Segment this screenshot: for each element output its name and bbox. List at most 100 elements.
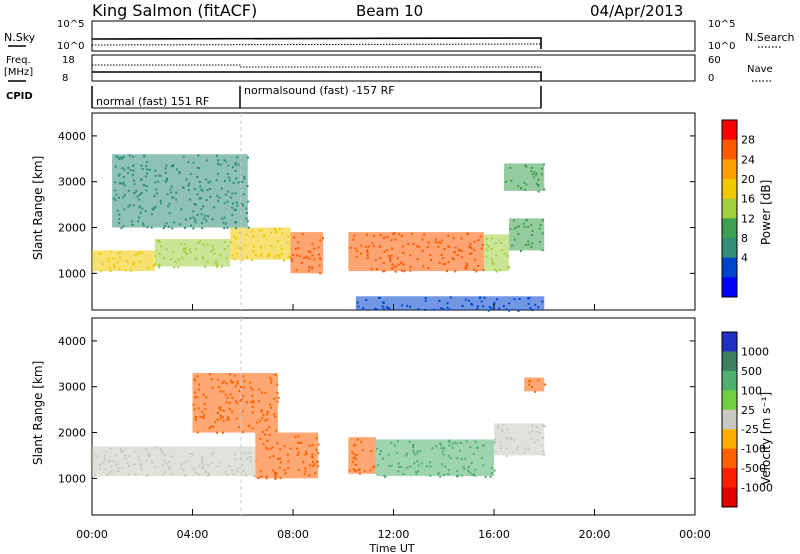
nsearch-tick-top: 10^5 [708, 19, 735, 30]
echo-speckle [127, 473, 130, 476]
echo-speckle [234, 208, 237, 211]
echo-speckle [417, 470, 420, 473]
echo-speckle [443, 248, 446, 251]
nave-tick-top: 60 [708, 55, 721, 66]
echo-speckle [473, 258, 476, 261]
echo-speckle [105, 450, 108, 453]
echo-speckle [541, 300, 544, 303]
echo-speckle [203, 402, 206, 405]
echo-speckle [454, 441, 457, 444]
echo-speckle [495, 270, 498, 273]
echo-speckle [102, 461, 105, 464]
echo-speckle [270, 406, 273, 409]
echo-speckle [482, 464, 485, 467]
echo-speckle [355, 458, 358, 461]
echo-speckle [221, 381, 224, 384]
echo-speckle [440, 307, 443, 310]
echo-speckle [313, 247, 316, 250]
echo-speckle [456, 442, 459, 445]
echo-speckle [128, 464, 131, 467]
echo-speckle [306, 256, 309, 259]
echo-speckle [183, 249, 186, 252]
echo-speckle [443, 447, 446, 450]
echo-speckle [201, 255, 204, 258]
echo-speckle [146, 474, 149, 477]
echo-speckle [454, 270, 457, 273]
echo-speckle [256, 421, 259, 424]
colorbar-swatch [722, 159, 737, 180]
echo-speckle [164, 171, 167, 174]
echo-speckle [482, 269, 485, 272]
colorbar-tick-label: -100 [741, 443, 766, 456]
echo-speckle [465, 262, 468, 265]
echo-speckle [257, 400, 260, 403]
echo-speckle [119, 256, 122, 259]
echo-speckle [535, 172, 538, 175]
echo-speckle [268, 252, 271, 255]
echo-speckle [530, 437, 533, 440]
echo-speckle [184, 247, 187, 250]
echo-speckle [118, 218, 121, 221]
echo-speckle [507, 265, 510, 268]
echo-speckle [526, 225, 529, 228]
echo-speckle [531, 424, 534, 427]
echo-speckle [213, 253, 216, 256]
echo-speckle [216, 194, 219, 197]
echo-speckle [357, 305, 360, 308]
echo-speckle [194, 221, 197, 224]
echo-speckle [379, 449, 382, 452]
echo-speckle [270, 245, 273, 248]
nsky-label: N.Sky [4, 31, 36, 44]
echo-speckle [396, 440, 399, 443]
echo-speckle [134, 450, 137, 453]
echo-speckle [491, 237, 494, 240]
echo-speckle [308, 444, 311, 447]
echo-speckle [227, 164, 230, 167]
echo-speckle [146, 185, 149, 188]
echo-speckle [115, 193, 118, 196]
echo-speckle [175, 191, 178, 194]
echo-speckle [269, 403, 272, 406]
echo-speckle [412, 451, 415, 454]
echo-speckle [117, 196, 120, 199]
echo-speckle [209, 180, 212, 183]
echo-speckle [115, 155, 118, 158]
colorbar-tick-label: 25 [741, 404, 755, 417]
echo-speckle [163, 256, 166, 259]
echo-speckle [538, 431, 541, 434]
echo-speckle [165, 222, 168, 225]
echo-speckle [407, 242, 410, 245]
echo-speckle [191, 467, 194, 470]
echo-speckle [124, 457, 127, 460]
echo-speckle [143, 184, 146, 187]
echo-speckle [297, 241, 300, 244]
echo-speckle [425, 465, 428, 468]
echo-speckle [183, 243, 186, 246]
echo-speckle [150, 213, 153, 216]
echo-speckle [186, 253, 189, 256]
echo-speckle [275, 429, 278, 432]
echo-speckle [446, 302, 449, 305]
echo-speckle [276, 400, 279, 403]
echo-speckle [130, 220, 133, 223]
echo-speckle [530, 224, 533, 227]
echo-speckle [265, 477, 268, 480]
echo-speckle [439, 241, 442, 244]
echo-speckle [542, 450, 545, 453]
echo-speckle [307, 250, 310, 253]
echo-speckle [355, 454, 358, 457]
echo-speckle [467, 469, 470, 472]
echo-speckle [188, 182, 191, 185]
echo-speckle [119, 251, 122, 254]
echo-speckle [533, 441, 536, 444]
echo-speckle [431, 447, 434, 450]
echo-speckle [270, 379, 273, 382]
echo-speckle [159, 200, 162, 203]
echo-speckle [138, 206, 141, 209]
echo-speckle [278, 227, 281, 230]
echo-speckle [401, 245, 404, 248]
echo-speckle [127, 189, 130, 192]
echo-speckle [394, 444, 397, 447]
echo-speckle [225, 401, 228, 404]
x-tick-label: 12:00 [378, 528, 410, 541]
